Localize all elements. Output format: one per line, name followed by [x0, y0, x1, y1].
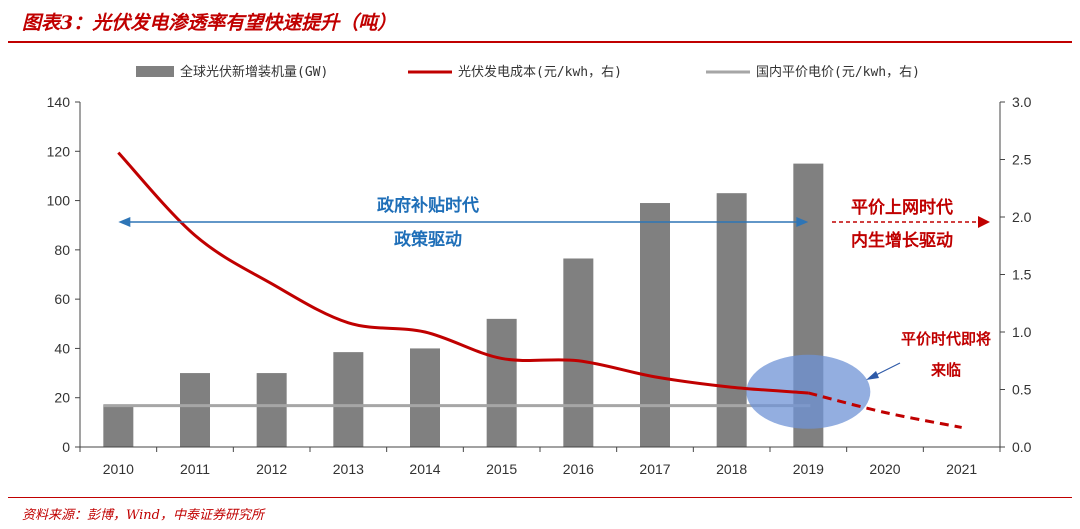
y-left-tick-label: 60 — [54, 291, 70, 307]
header-rule — [8, 41, 1072, 43]
x-tick-label: 2013 — [333, 461, 364, 477]
annotation-parity-coming-2: 来临 — [930, 361, 961, 379]
arrow-head-parity — [978, 216, 990, 228]
footer-rule — [8, 497, 1072, 498]
legend-label-installed: 全球光伏新增装机量(GW) — [180, 64, 328, 80]
pointer-arrow-head — [866, 371, 879, 380]
y-left-tick-label: 40 — [54, 340, 70, 356]
annotation-endogenous-growth: 内生增长驱动 — [851, 230, 953, 251]
legend-label-price: 国内平价电价(元/kwh，右) — [756, 64, 920, 80]
bar-installed — [333, 352, 364, 447]
y-left-tick-label: 20 — [54, 390, 70, 406]
bar-installed — [640, 203, 670, 447]
chart-title: 图表3：光伏发电渗透率有望快速提升（吨） — [22, 12, 397, 34]
bar-installed — [256, 373, 287, 447]
y-right-tick-label: 3.0 — [1012, 94, 1032, 110]
line-series — [103, 151, 990, 429]
x-tick-label: 2017 — [639, 461, 670, 477]
bar-installed — [103, 405, 134, 447]
annotation-parity-era: 平价上网时代 — [851, 197, 953, 218]
legend-swatch-installed — [136, 66, 174, 77]
y-right-tick-label: 0.0 — [1012, 439, 1032, 455]
line-pv-cost — [117, 151, 809, 395]
arrow-head-left — [118, 217, 131, 227]
legend: 全球光伏新增装机量(GW) 光伏发电成本(元/kwh，右) 国内平价电价(元/k… — [136, 64, 920, 80]
annotation-subsidy-era: 政府补贴时代 — [377, 195, 479, 216]
y-left-tick-label: 140 — [47, 94, 71, 110]
bar-installed — [716, 193, 747, 447]
annotations: 政府补贴时代 政策驱动 平价上网时代 内生增长驱动 平价时代即将 来临 — [377, 195, 991, 379]
annotation-parity-coming: 平价时代即将 — [901, 330, 991, 348]
y-left-tick-label: 120 — [47, 143, 71, 159]
y-left-tick-label: 80 — [54, 242, 70, 258]
y-left-tick-label: 0 — [62, 439, 70, 455]
y-right-tick-label: 2.0 — [1012, 209, 1032, 225]
x-tick-label: 2021 — [946, 461, 977, 477]
bar-installed — [486, 318, 517, 447]
bar-installed — [563, 258, 594, 447]
y-right-tick-label: 1.0 — [1012, 324, 1032, 340]
x-tick-label: 2018 — [716, 461, 747, 477]
x-tick-label: 2015 — [486, 461, 517, 477]
y-right-tick-label: 2.5 — [1012, 152, 1032, 168]
x-tick-label: 2019 — [793, 461, 824, 477]
y-right-tick-label: 1.5 — [1012, 267, 1032, 283]
x-tick-label: 2016 — [563, 461, 594, 477]
y-right-tick-label: 0.5 — [1012, 382, 1032, 398]
report-header: 图表3：光伏发电渗透率有望快速提升（吨） — [0, 0, 1080, 44]
x-tick-label: 2010 — [103, 461, 134, 477]
x-tick-label: 2011 — [180, 461, 210, 477]
axes: 0 20 40 60 80 100 120 140 0.0 0.5 1.0 1.5 2.0 2.5 3.0 2… — [47, 94, 1032, 477]
y-left-tick-label: 100 — [47, 193, 71, 209]
legend-label-cost: 光伏发电成本(元/kwh，右) — [458, 64, 622, 80]
arrow-head-right — [796, 217, 809, 227]
bar-installed — [410, 348, 440, 447]
x-tick-label: 2014 — [409, 461, 440, 477]
bar-installed — [180, 373, 210, 447]
annotation-policy-driven: 政策驱动 — [394, 229, 462, 250]
source-note: 资料来源：彭博，Wind，中泰证券研究所 — [22, 508, 264, 523]
x-tick-label: 2020 — [869, 461, 900, 477]
line-pv-cost-forecast — [807, 391, 962, 429]
x-tick-label: 2012 — [256, 461, 287, 477]
